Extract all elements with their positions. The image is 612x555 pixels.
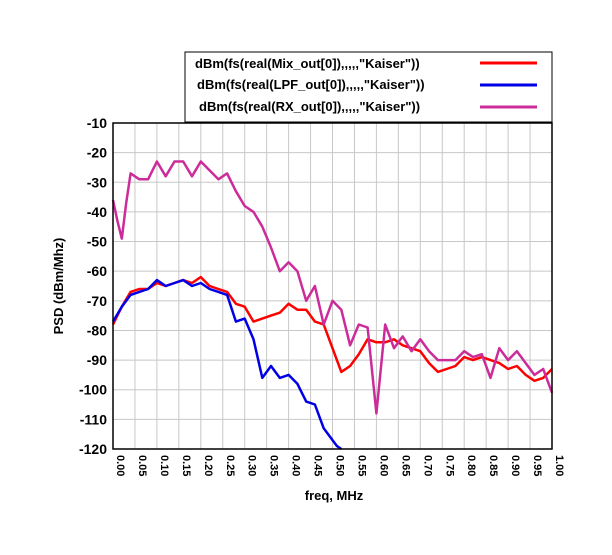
x-tick-label: 0.90 (509, 455, 521, 476)
y-axis-label: PSD (dBm/Mhz) (51, 238, 66, 335)
x-tick-label: 0.35 (268, 455, 280, 476)
x-tick-label: 0.95 (531, 455, 543, 476)
x-tick-label: 0.85 (487, 455, 499, 476)
x-tick-label: 1.00 (553, 455, 565, 476)
y-tick-label: -60 (87, 263, 107, 279)
series-layer (111, 160, 554, 451)
y-tick-label: -90 (87, 352, 107, 368)
y-tick-label: -10 (87, 115, 107, 131)
x-tick-label: 0.80 (465, 455, 477, 476)
x-tick-label: 0.00 (114, 455, 126, 476)
x-tick-label: 0.55 (355, 455, 367, 476)
legend-entry-2-label: dBm(fs(real(RX_out[0]),,,,,"Kaiser")) (199, 99, 420, 114)
x-tick-label: 0.60 (377, 455, 389, 476)
x-tick-label: 0.75 (443, 455, 455, 476)
legend: dBm(fs(real(Mix_out[0]),,,,,"Kaiser")) d… (184, 51, 553, 123)
y-tick-label: -30 (87, 174, 107, 190)
grid (112, 122, 553, 450)
x-tick-label: 0.40 (290, 455, 302, 476)
y-axis-ticks: -10 -20 -30 -40 -50 -60 -70 -80 -90 -100 -110 -120 (79, 115, 107, 457)
x-axis-ticks: 0.00 0.05 0.10 0.15 0.20 0.25 0.30 0.35 0.40 0.45… (114, 455, 565, 476)
y-tick-label: -110 (80, 411, 107, 427)
plot-frame (112, 122, 553, 450)
x-axis-label: freq, MHz (305, 488, 364, 503)
y-tick-label: -120 (79, 441, 107, 457)
y-tick-label: -50 (87, 234, 107, 250)
y-tick-label: -20 (87, 145, 107, 161)
x-tick-label: 0.05 (136, 455, 148, 476)
x-tick-label: 0.30 (246, 455, 258, 476)
x-tick-label: 0.50 (334, 455, 346, 476)
x-tick-label: 0.25 (224, 455, 236, 476)
x-tick-label: 0.10 (158, 455, 170, 476)
x-tick-label: 0.15 (180, 455, 192, 476)
legend-entry-0-label: dBm(fs(real(Mix_out[0]),,,,,"Kaiser")) (195, 56, 420, 71)
x-tick-label: 0.45 (312, 455, 324, 476)
y-tick-label: -40 (87, 204, 107, 220)
y-tick-label: -80 (87, 322, 107, 338)
x-tick-label: 0.20 (202, 455, 214, 476)
legend-entry-1-label: dBm(fs(real(LPF_out[0]),,,,,"Kaiser")) (197, 77, 425, 92)
series-line-1 (111, 278, 343, 451)
y-tick-label: -100 (79, 382, 107, 398)
series-line-2 (111, 160, 554, 415)
x-tick-label: 0.65 (399, 455, 411, 476)
y-tick-label: -70 (87, 293, 107, 309)
x-tick-label: 0.70 (421, 455, 433, 476)
